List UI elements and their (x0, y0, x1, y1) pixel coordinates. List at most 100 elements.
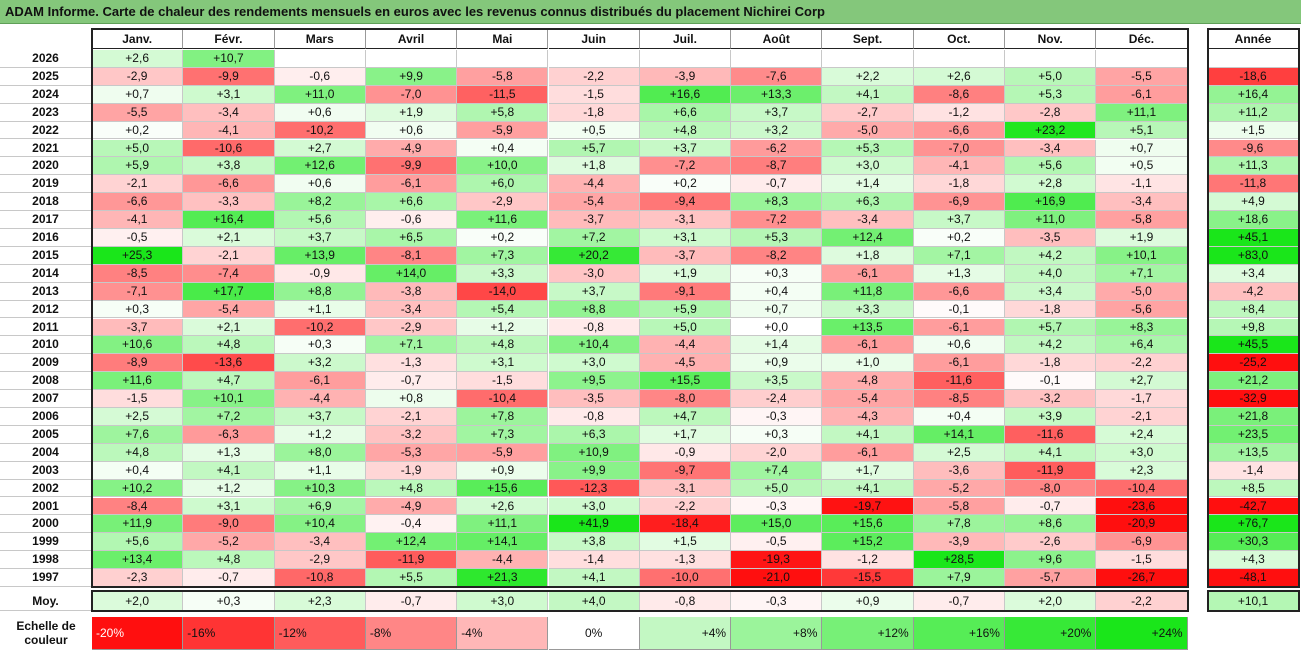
heatmap-cell: +10,9 (548, 443, 640, 462)
annual-cell: +30,3 (1208, 533, 1299, 552)
month-header: Mars (274, 29, 366, 49)
heatmap-cell: +25,3 (92, 246, 184, 265)
heatmap-cell: -7,0 (365, 85, 458, 104)
heatmap-cell: -3,4 (274, 533, 366, 552)
heatmap-cell: +3,1 (639, 229, 732, 247)
annual-cell: +4,3 (1208, 551, 1299, 570)
heatmap-cell: +7,4 (731, 461, 823, 480)
heatmap-cell: +1,4 (731, 336, 823, 355)
heatmap-cell: +21,3 (457, 569, 549, 587)
heatmap-cell: -5,0 (1096, 282, 1188, 301)
heatmap-cell: -8,5 (913, 390, 1005, 408)
month-header: Août (731, 29, 823, 49)
heatmap-cell: +4,8 (183, 336, 275, 355)
annual-cell: +4,9 (1208, 193, 1299, 212)
year-label: 2026 (0, 50, 92, 68)
annual-cell: -32,9 (1208, 390, 1299, 408)
average-cell: -0,7 (365, 591, 458, 611)
heatmap-cell: +14,1 (913, 425, 1005, 444)
heatmap-cell: +9,9 (548, 461, 640, 480)
heatmap-cell: +1,7 (822, 461, 914, 480)
heatmap-cell: -7,1 (92, 282, 184, 301)
annual-cell: +18,6 (1208, 211, 1299, 229)
heatmap-cell: -10,4 (457, 390, 549, 408)
heatmap-cell: -23,6 (1096, 497, 1188, 516)
heatmap-cell: +2,1 (183, 229, 275, 247)
heatmap-cell: +5,3 (1005, 85, 1097, 104)
year-label: 2019 (0, 175, 92, 194)
heatmap-cell: +11,0 (1005, 211, 1097, 229)
heatmap-cell: -5,3 (365, 443, 458, 462)
year-label: 2002 (0, 479, 92, 498)
heatmap-cell: -0,5 (731, 533, 823, 552)
color-scale-swatch: -16% (183, 617, 275, 650)
heatmap-cell: -1,2 (913, 103, 1005, 122)
heatmap-cell: +2,5 (913, 443, 1005, 462)
heatmap-cell: -5,9 (457, 443, 549, 462)
heatmap-cell: +1,7 (639, 425, 732, 444)
heatmap-cell: -1,8 (1005, 354, 1097, 373)
heatmap-cell: +3,0 (548, 354, 640, 373)
heatmap-cell: -1,5 (1096, 551, 1188, 570)
heatmap-cell: +3,0 (548, 497, 640, 516)
month-header: Nov. (1005, 29, 1097, 49)
heatmap-cell (548, 50, 640, 68)
heatmap-cell: -0,9 (274, 264, 366, 283)
heatmap-cell: -0,3 (731, 497, 823, 516)
month-header: Mai (457, 29, 549, 49)
heatmap-cell: +10,4 (548, 336, 640, 355)
heatmap-cell: -6,6 (913, 121, 1005, 140)
heatmap-cell: +5,5 (365, 569, 458, 587)
heatmap-cell: +0,6 (365, 121, 458, 140)
heatmap-cell: +7,1 (365, 336, 458, 355)
heatmap-cell: -2,2 (548, 67, 640, 86)
heatmap-cell: +4,8 (92, 443, 184, 462)
heatmap-cell: -0,1 (1005, 372, 1097, 391)
heatmap-cell: +5,6 (92, 533, 184, 552)
heatmap-cell: -0,3 (731, 408, 823, 426)
heatmap-cell: -10,0 (639, 569, 732, 587)
heatmap-cell: +8,6 (1005, 515, 1097, 534)
heatmap-cell: -4,1 (183, 121, 275, 140)
year-label: 2022 (0, 121, 92, 140)
heatmap-cell: +9,9 (365, 67, 458, 86)
heatmap-cell: +11,0 (274, 85, 366, 104)
heatmap-cell: -11,6 (1005, 425, 1097, 444)
heatmap-cell: +1,9 (1096, 229, 1188, 247)
heatmap-cell: +8,8 (274, 282, 366, 301)
heatmap-cell: -2,1 (1096, 408, 1188, 426)
heatmap-cell: -5,0 (822, 121, 914, 140)
heatmap-cell: +10,7 (183, 50, 275, 68)
heatmap-cell: +3,7 (731, 103, 823, 122)
heatmap-cell: -1,8 (1005, 300, 1097, 319)
heatmap-cell: +13,5 (822, 318, 914, 337)
average-cell: +3,0 (457, 591, 549, 611)
heatmap-cell: +0,7 (1096, 139, 1188, 158)
heatmap-cell: +5,3 (731, 229, 823, 247)
color-scale-swatch: +4% (639, 617, 732, 650)
heatmap-cell: -4,9 (365, 139, 458, 158)
heatmap-cell: +0,4 (457, 139, 549, 158)
heatmap-cell: -2,9 (457, 193, 549, 212)
color-scale-swatch: -8% (365, 617, 458, 650)
heatmap-cell: -3,6 (913, 461, 1005, 480)
color-scale-swatch: +12% (822, 617, 914, 650)
year-label: 1997 (0, 569, 92, 587)
heatmap-cell (1096, 50, 1188, 68)
annual-cell: +13,5 (1208, 443, 1299, 462)
annual-cell: -1,4 (1208, 461, 1299, 480)
heatmap-cell: -2,1 (92, 175, 184, 194)
heatmap-cell: -0,4 (365, 515, 458, 534)
heatmap-cell: +7,2 (183, 408, 275, 426)
annual-cell: -9,6 (1208, 139, 1299, 158)
heatmap-cell: -9,9 (365, 157, 458, 176)
heatmap-cell: -0,1 (913, 300, 1005, 319)
heatmap-cell: -1,4 (548, 551, 640, 570)
heatmap-cell: +0,4 (731, 282, 823, 301)
year-label: 1999 (0, 533, 92, 552)
heatmap-cell: +13,4 (92, 551, 184, 570)
heatmap-cell: -8,0 (639, 390, 732, 408)
year-label: 2010 (0, 336, 92, 355)
year-label: 2018 (0, 193, 92, 212)
heatmap-cell: -14,0 (457, 282, 549, 301)
